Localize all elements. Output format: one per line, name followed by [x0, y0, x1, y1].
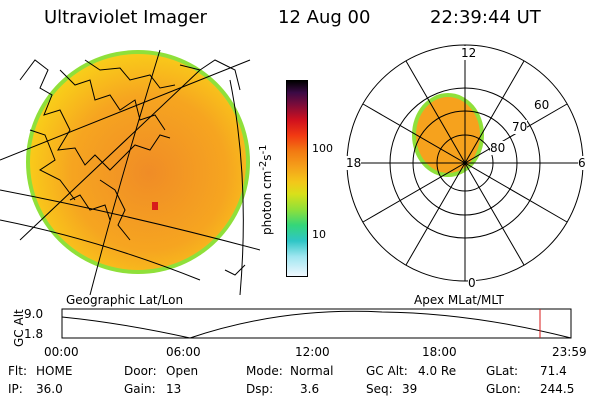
colorbar-unit-label: photon cm-2s-1	[258, 144, 274, 235]
gcalt-label: GC Alt:	[366, 364, 408, 378]
alt-xtick-0000: 00:00	[44, 345, 79, 359]
flt-value: HOME	[36, 364, 73, 378]
ip-value: 36.0	[36, 382, 63, 396]
colorbar-tick-10: 10	[312, 228, 326, 241]
ip-label: IP:	[8, 382, 23, 396]
altitude-plot	[61, 308, 572, 339]
instrument-title: Ultraviolet Imager	[44, 7, 207, 28]
alt-ytick-1.8: 1.8	[24, 327, 44, 341]
flt-label: Flt:	[8, 364, 27, 378]
alt-ytick-9: 9.0	[24, 307, 44, 321]
polar-grid	[346, 44, 584, 282]
lat-label-70: 70	[512, 120, 528, 134]
mlt-label-6: 6	[578, 156, 586, 170]
gain-label: Gain:	[124, 382, 156, 396]
geo-grid	[0, 49, 260, 295]
geographic-image	[0, 49, 260, 295]
time-label: 22:39:44 UT	[430, 7, 541, 28]
mlt-label-18: 18	[346, 156, 362, 170]
mlt-label-12: 12	[460, 46, 478, 60]
lat-label-80: 80	[490, 141, 506, 155]
mode-label: Mode:	[246, 364, 283, 378]
glon-label: GLon:	[486, 382, 521, 396]
seq-label: Seq:	[366, 382, 393, 396]
alt-xtick-1800: 18:00	[422, 345, 457, 359]
gain-value: 13	[166, 382, 182, 396]
alt-xtick-2359: 23:59	[552, 345, 587, 359]
dsp-label: Dsp:	[246, 382, 274, 396]
dsp-value: 3.6	[300, 382, 320, 396]
glat-label: GLat:	[486, 364, 519, 378]
date-label: 12 Aug 00	[278, 7, 371, 28]
mode-value: Normal	[290, 364, 334, 378]
right-panel-label: Apex MLat/MLT	[414, 293, 504, 307]
polar-plot	[346, 44, 584, 282]
glon-value: 244.5	[540, 382, 575, 396]
mlt-label-0: 0	[468, 276, 476, 290]
door-value: Open	[166, 364, 199, 378]
glat-value: 71.4	[540, 364, 567, 378]
alt-xtick-0600: 06:00	[166, 345, 201, 359]
left-panel-label: Geographic Lat/Lon	[66, 293, 184, 307]
colorbar-tick-100: 100	[312, 142, 333, 155]
colorbar	[286, 80, 308, 277]
seq-value: 39	[402, 382, 418, 396]
marker-dot	[152, 202, 158, 210]
gcalt-value: 4.0 Re	[418, 364, 457, 378]
door-label: Door:	[124, 364, 157, 378]
alt-xtick-1200: 12:00	[295, 345, 330, 359]
lat-label-60: 60	[534, 98, 550, 112]
